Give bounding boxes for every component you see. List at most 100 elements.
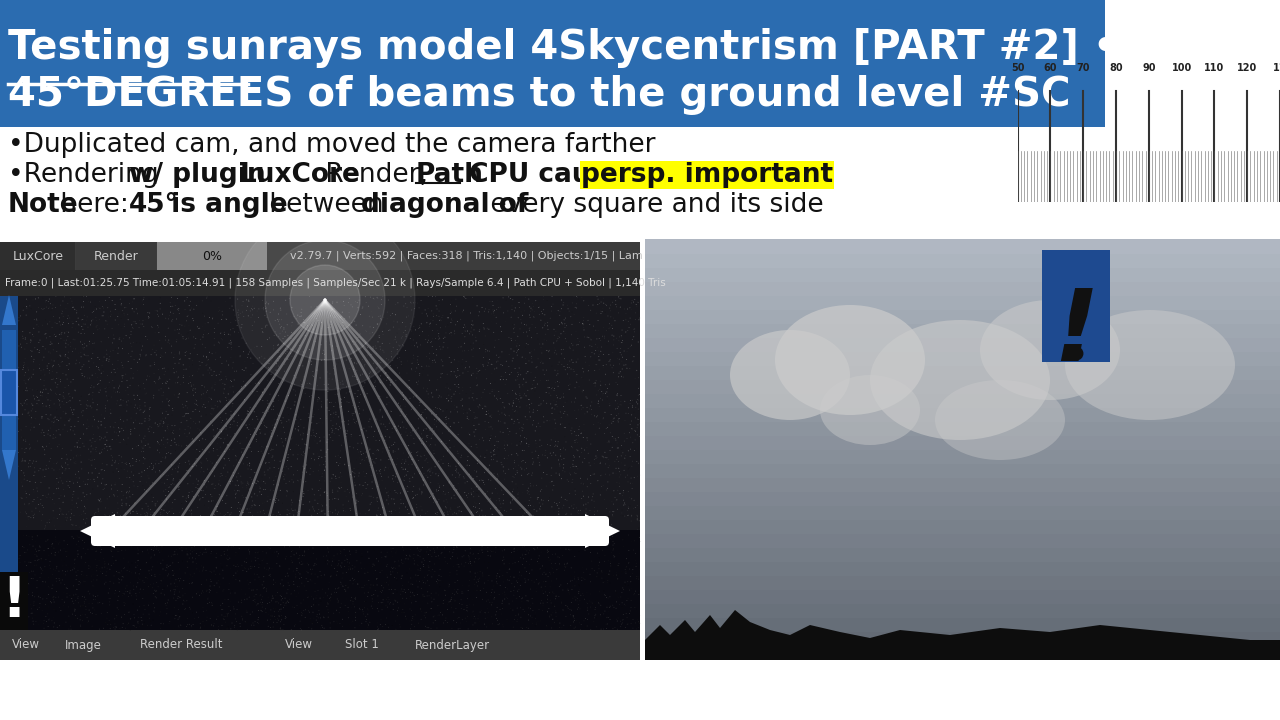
Point — [383, 321, 403, 333]
Point — [449, 370, 470, 382]
Point — [384, 485, 404, 496]
Point — [257, 374, 278, 386]
Point — [274, 518, 294, 529]
Point — [150, 538, 170, 549]
Point — [157, 419, 178, 431]
Point — [291, 553, 311, 564]
Point — [562, 477, 582, 488]
Point — [475, 539, 495, 550]
Point — [333, 317, 353, 328]
Point — [247, 599, 268, 611]
Point — [393, 580, 413, 591]
Point — [232, 490, 252, 501]
Point — [300, 423, 320, 435]
Point — [568, 573, 589, 585]
Point — [152, 533, 173, 544]
Point — [625, 425, 645, 436]
Point — [206, 609, 227, 621]
Point — [237, 305, 257, 316]
Point — [82, 608, 102, 619]
Point — [261, 431, 282, 442]
Point — [95, 438, 115, 450]
Point — [273, 440, 293, 451]
Point — [271, 590, 292, 602]
Point — [609, 488, 630, 500]
Point — [33, 384, 54, 395]
Point — [237, 552, 257, 564]
Point — [215, 296, 236, 307]
Point — [591, 624, 612, 635]
Point — [151, 618, 172, 629]
Point — [425, 461, 445, 472]
Point — [13, 330, 33, 342]
Point — [191, 333, 211, 345]
Point — [457, 455, 477, 467]
Point — [476, 552, 497, 563]
Point — [429, 570, 449, 581]
Point — [425, 591, 445, 603]
Point — [346, 588, 366, 599]
Point — [247, 305, 268, 317]
Point — [369, 445, 389, 456]
Point — [385, 360, 406, 372]
Point — [178, 333, 198, 344]
Point — [611, 337, 631, 348]
Point — [371, 304, 392, 315]
Point — [594, 576, 614, 588]
Point — [596, 567, 617, 579]
Point — [509, 340, 530, 351]
Point — [87, 560, 108, 572]
Point — [125, 316, 146, 328]
Point — [534, 505, 554, 516]
Point — [445, 472, 466, 483]
Point — [225, 574, 246, 585]
Point — [429, 553, 449, 564]
Point — [343, 547, 364, 559]
Point — [230, 391, 251, 402]
Point — [511, 318, 531, 329]
Point — [234, 562, 255, 574]
Point — [285, 504, 306, 516]
Point — [113, 323, 133, 334]
Point — [108, 485, 128, 496]
Point — [420, 533, 440, 544]
Point — [360, 554, 380, 565]
Point — [544, 337, 564, 348]
Point — [566, 356, 586, 368]
Point — [151, 509, 172, 521]
Point — [394, 401, 415, 413]
Point — [188, 549, 209, 561]
Point — [44, 621, 64, 633]
Point — [433, 341, 453, 353]
Point — [545, 607, 566, 618]
Point — [151, 545, 172, 557]
Point — [553, 542, 573, 554]
Point — [159, 382, 179, 393]
Point — [376, 530, 397, 541]
Point — [247, 410, 268, 422]
Point — [78, 372, 99, 384]
Point — [175, 320, 196, 331]
Point — [599, 591, 620, 603]
Point — [177, 549, 197, 561]
Point — [116, 498, 137, 510]
Point — [616, 379, 636, 390]
Point — [302, 417, 323, 428]
Point — [623, 613, 644, 625]
Point — [509, 567, 530, 578]
Point — [82, 436, 102, 448]
Point — [332, 439, 352, 451]
Point — [422, 341, 443, 352]
Point — [401, 430, 421, 441]
Point — [42, 338, 63, 350]
Point — [289, 557, 310, 569]
Point — [310, 393, 330, 405]
Point — [543, 586, 563, 598]
Point — [237, 300, 257, 312]
Point — [122, 341, 142, 352]
Point — [399, 562, 420, 574]
Point — [402, 503, 422, 514]
Point — [346, 344, 366, 356]
Point — [321, 559, 342, 571]
Point — [147, 592, 168, 603]
